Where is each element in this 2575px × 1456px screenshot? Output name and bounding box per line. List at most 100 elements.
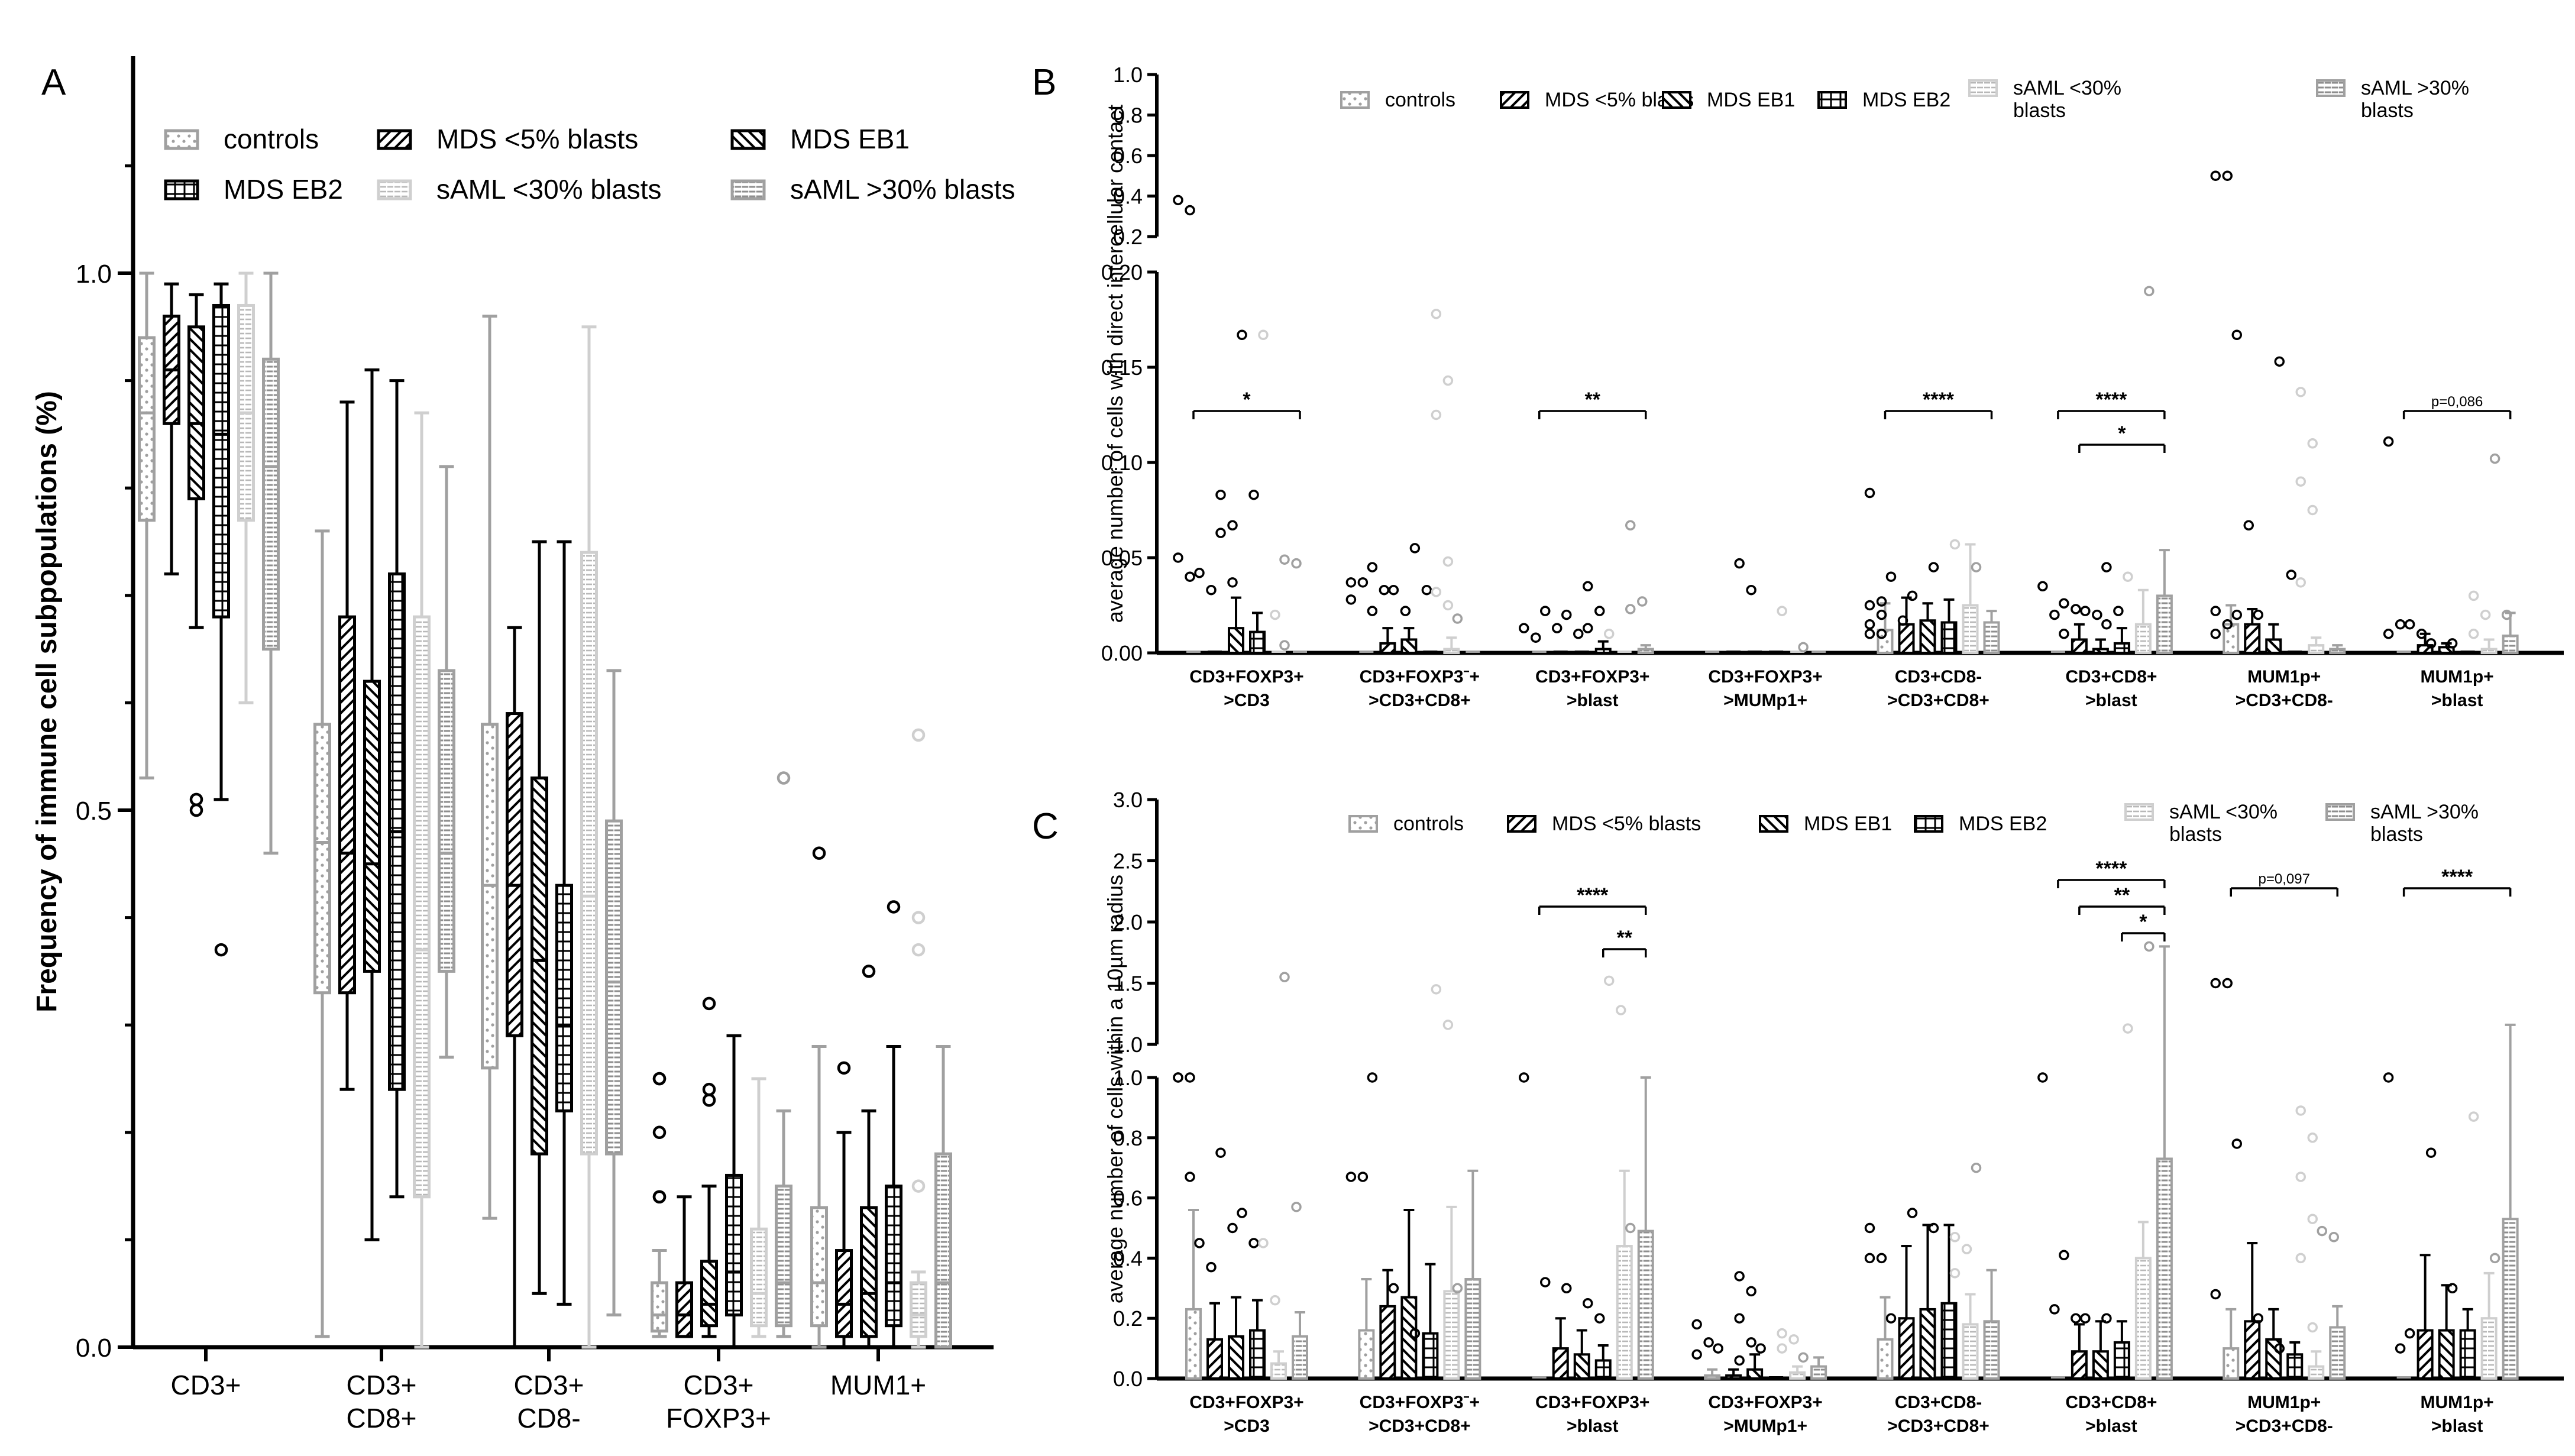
x-tick-label: CD3+ — [684, 1370, 754, 1400]
x-tick-label: CD3+FOXP3ˉ+ — [1360, 1393, 1480, 1412]
data-point — [1345, 1172, 1357, 1182]
bar — [1228, 1335, 1244, 1380]
significance-label: **** — [2095, 389, 2127, 411]
data-point — [2295, 1253, 2306, 1264]
bar — [1185, 1308, 1202, 1380]
data-point — [2295, 387, 2306, 397]
bar — [1877, 1338, 1894, 1380]
outlier-point — [214, 943, 228, 957]
bar — [1552, 1347, 1569, 1380]
data-point — [2274, 1343, 2285, 1354]
data-point — [1594, 606, 1605, 616]
legend-swatch — [1507, 815, 1536, 833]
bar — [1270, 1362, 1287, 1380]
panel-c-bar-chart: 0.0 0.2 0.4 0.6 0.8 1.0 1.0 1.5 2.0 2.5 3.0 average… — [1103, 788, 2564, 1436]
x-tick-label: >CD3+CD8- — [2236, 1416, 2333, 1436]
data-point — [1367, 562, 1378, 572]
data-point — [1185, 1072, 1195, 1083]
bar — [1206, 1338, 1223, 1380]
data-point — [2222, 978, 2233, 989]
data-point — [1961, 1244, 1972, 1254]
y-tick-label: 0.5 — [76, 797, 112, 826]
box — [555, 884, 573, 1112]
bar — [2286, 1353, 2304, 1380]
data-point — [1540, 1277, 1551, 1287]
outlier-point — [777, 771, 791, 785]
x-tick-label: MUM1+ — [830, 1370, 926, 1400]
data-point — [1594, 1313, 1605, 1324]
x-tick-label: MUM1p+ — [2421, 667, 2494, 687]
data-point — [2080, 606, 2091, 616]
bar — [1637, 1229, 1654, 1380]
data-point — [2395, 1343, 2406, 1354]
x-tick-label: FOXP3+ — [666, 1403, 771, 1434]
data-point — [1452, 1283, 1463, 1294]
data-point — [2059, 1250, 2069, 1261]
y-tick-label: 1.0 — [1113, 1033, 1143, 1057]
y-tick-label: 0.8 — [1113, 1126, 1143, 1150]
outlier-point — [911, 1179, 926, 1193]
outlier-point — [702, 1082, 716, 1096]
x-tick-label: CD3+FOXP3+ — [1189, 667, 1303, 687]
bar — [1746, 1368, 1764, 1380]
data-point — [2383, 1072, 2394, 1083]
box — [438, 669, 455, 973]
data-point — [2037, 1072, 2048, 1083]
data-point — [2468, 629, 2479, 639]
data-point — [1583, 581, 1593, 592]
box — [860, 1206, 878, 1338]
data-point — [2425, 638, 2437, 649]
box — [530, 776, 548, 1156]
bar — [1594, 1359, 1612, 1380]
bar — [1898, 623, 1915, 654]
legend-label: sAML <30% blasts — [436, 174, 662, 205]
data-point — [2049, 1304, 2060, 1315]
panel-label-c: C — [1032, 806, 1059, 847]
bar — [1704, 1374, 1721, 1380]
bar — [2265, 638, 2282, 654]
data-point — [1949, 539, 1961, 550]
box — [700, 1260, 718, 1328]
data-point — [1897, 615, 1908, 626]
box — [212, 303, 230, 619]
bar — [1573, 1353, 1590, 1380]
data-point — [2307, 1133, 2318, 1143]
data-point — [2049, 609, 2060, 620]
data-point — [1442, 556, 1454, 567]
box — [413, 615, 431, 1199]
legend-label: MDS EB1 — [790, 124, 910, 154]
bar — [1919, 619, 1936, 655]
box — [506, 712, 523, 1037]
data-point — [1691, 1319, 1702, 1330]
data-point — [2295, 1172, 2306, 1182]
data-point — [1625, 1222, 1636, 1234]
legend-label: MDS EB2 — [1959, 813, 2047, 835]
legend-label: MDS EB2 — [224, 174, 343, 205]
data-point — [1755, 1343, 1766, 1354]
data-point — [2253, 1313, 2263, 1324]
y-axis-title: Frequency of immune cell subpopulations … — [31, 391, 63, 1012]
data-point — [1734, 1271, 1745, 1282]
data-point — [2123, 571, 2133, 582]
data-point — [1583, 623, 1593, 633]
data-point — [2383, 436, 2394, 447]
bar — [1464, 1278, 1481, 1380]
significance-label: **** — [2095, 858, 2127, 880]
data-point — [1798, 642, 1809, 653]
x-tick-label: >MUMp1+ — [1723, 691, 1807, 710]
data-point — [1279, 640, 1290, 651]
box — [651, 1281, 668, 1333]
box — [885, 1185, 902, 1328]
x-tick-label: CD3+ — [171, 1370, 241, 1400]
box — [262, 357, 280, 651]
data-point — [2071, 1313, 2081, 1324]
significance-label: p=0,097 — [2259, 871, 2310, 887]
data-point — [1573, 629, 1584, 639]
legend-swatch — [730, 179, 766, 200]
data-point — [1885, 571, 1897, 582]
bar — [1983, 621, 2000, 654]
legend-swatch — [730, 129, 766, 150]
outlier-point — [911, 911, 926, 924]
x-tick-label: >blast — [2085, 691, 2137, 710]
data-point — [1279, 554, 1290, 565]
